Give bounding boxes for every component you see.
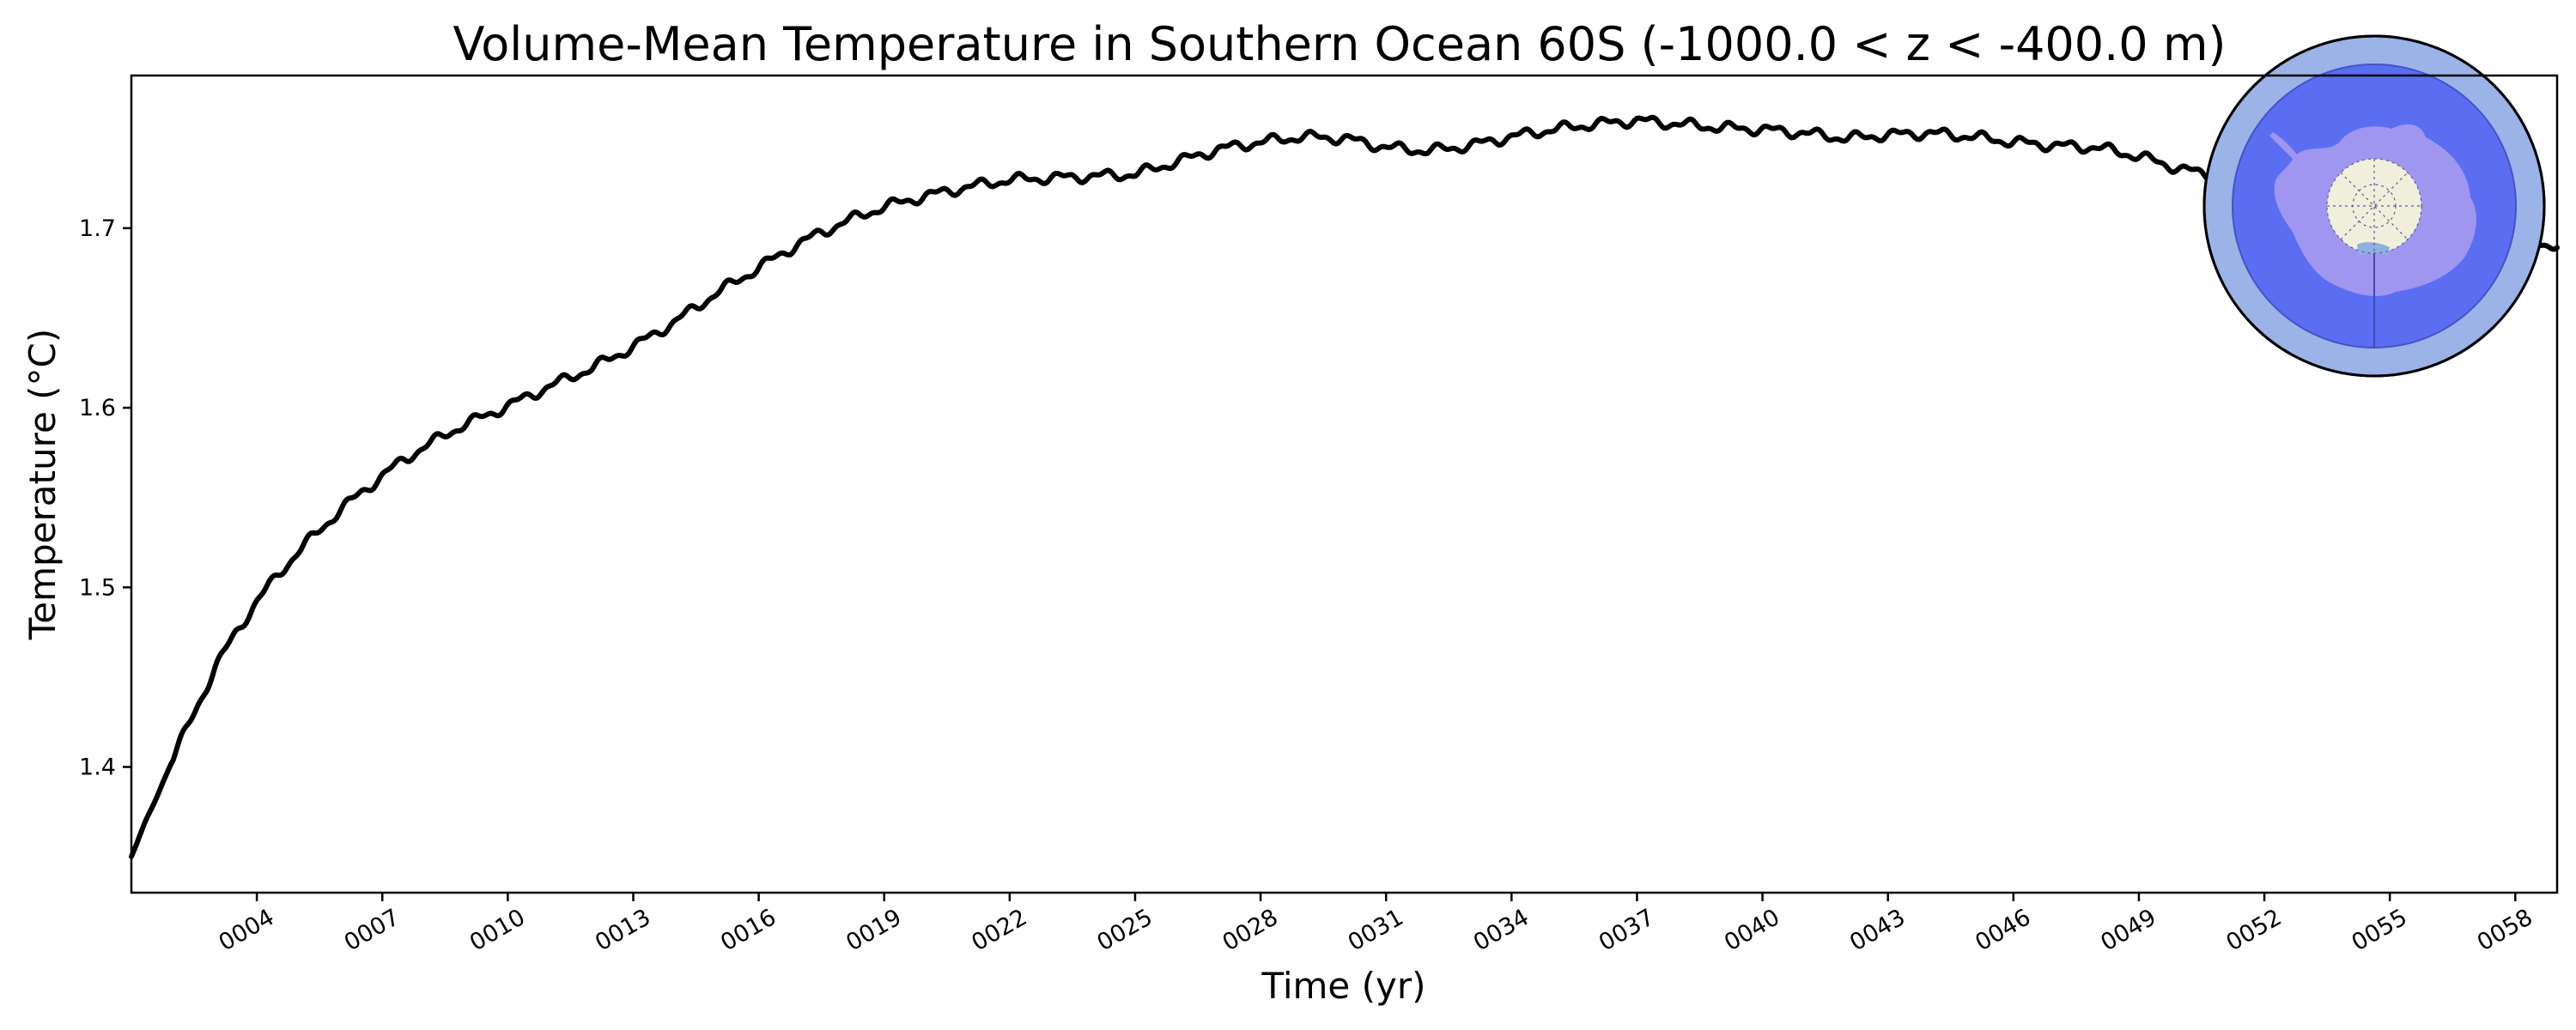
x-axis-label: Time (yr) [1261,965,1425,1007]
x-tick-label: 0031 [1344,904,1408,956]
x-tick-label: 0022 [967,904,1031,956]
x-tick-label: 0046 [1971,904,2035,956]
x-tick-label: 0019 [841,904,906,956]
y-tick-label: 1.6 [79,395,116,421]
chart-title: Volume-Mean Temperature in Southern Ocea… [453,17,2227,71]
temperature-line [129,114,2560,859]
x-axis-ticks: 0004 0007 0010 0013 0016 0019 0022 0025 0028 0031… [215,893,2537,956]
plot-frame [130,74,2559,894]
x-tick-label: 0013 [591,904,655,956]
x-tick-label: 0043 [1845,904,1910,956]
x-tick-label: 0055 [2348,904,2412,956]
x-tick-label: 0007 [340,904,404,956]
inset-map-southern-ocean [2202,34,2546,378]
x-tick-label: 0034 [1469,904,1534,956]
y-tick-label: 1.7 [79,215,116,242]
y-tick-label: 1.5 [79,574,116,601]
x-tick-label: 0052 [2222,904,2287,956]
y-tick-label: 1.4 [79,754,116,781]
x-tick-label: 0037 [1595,904,1659,956]
y-axis-ticks: 1.4 1.5 1.6 1.7 [79,215,131,781]
x-tick-label: 0040 [1720,904,1784,956]
x-tick-label: 0049 [2096,904,2160,956]
x-tick-label: 0025 [1092,904,1157,956]
inset-peninsula [2269,132,2297,159]
x-tick-label: 0010 [465,904,530,956]
x-tick-label: 0058 [2473,904,2537,956]
x-tick-label: 0028 [1218,904,1283,956]
y-axis-label: Temperature (°C) [21,329,64,641]
x-tick-label: 0016 [716,904,781,956]
x-tick-label: 0004 [215,904,279,956]
